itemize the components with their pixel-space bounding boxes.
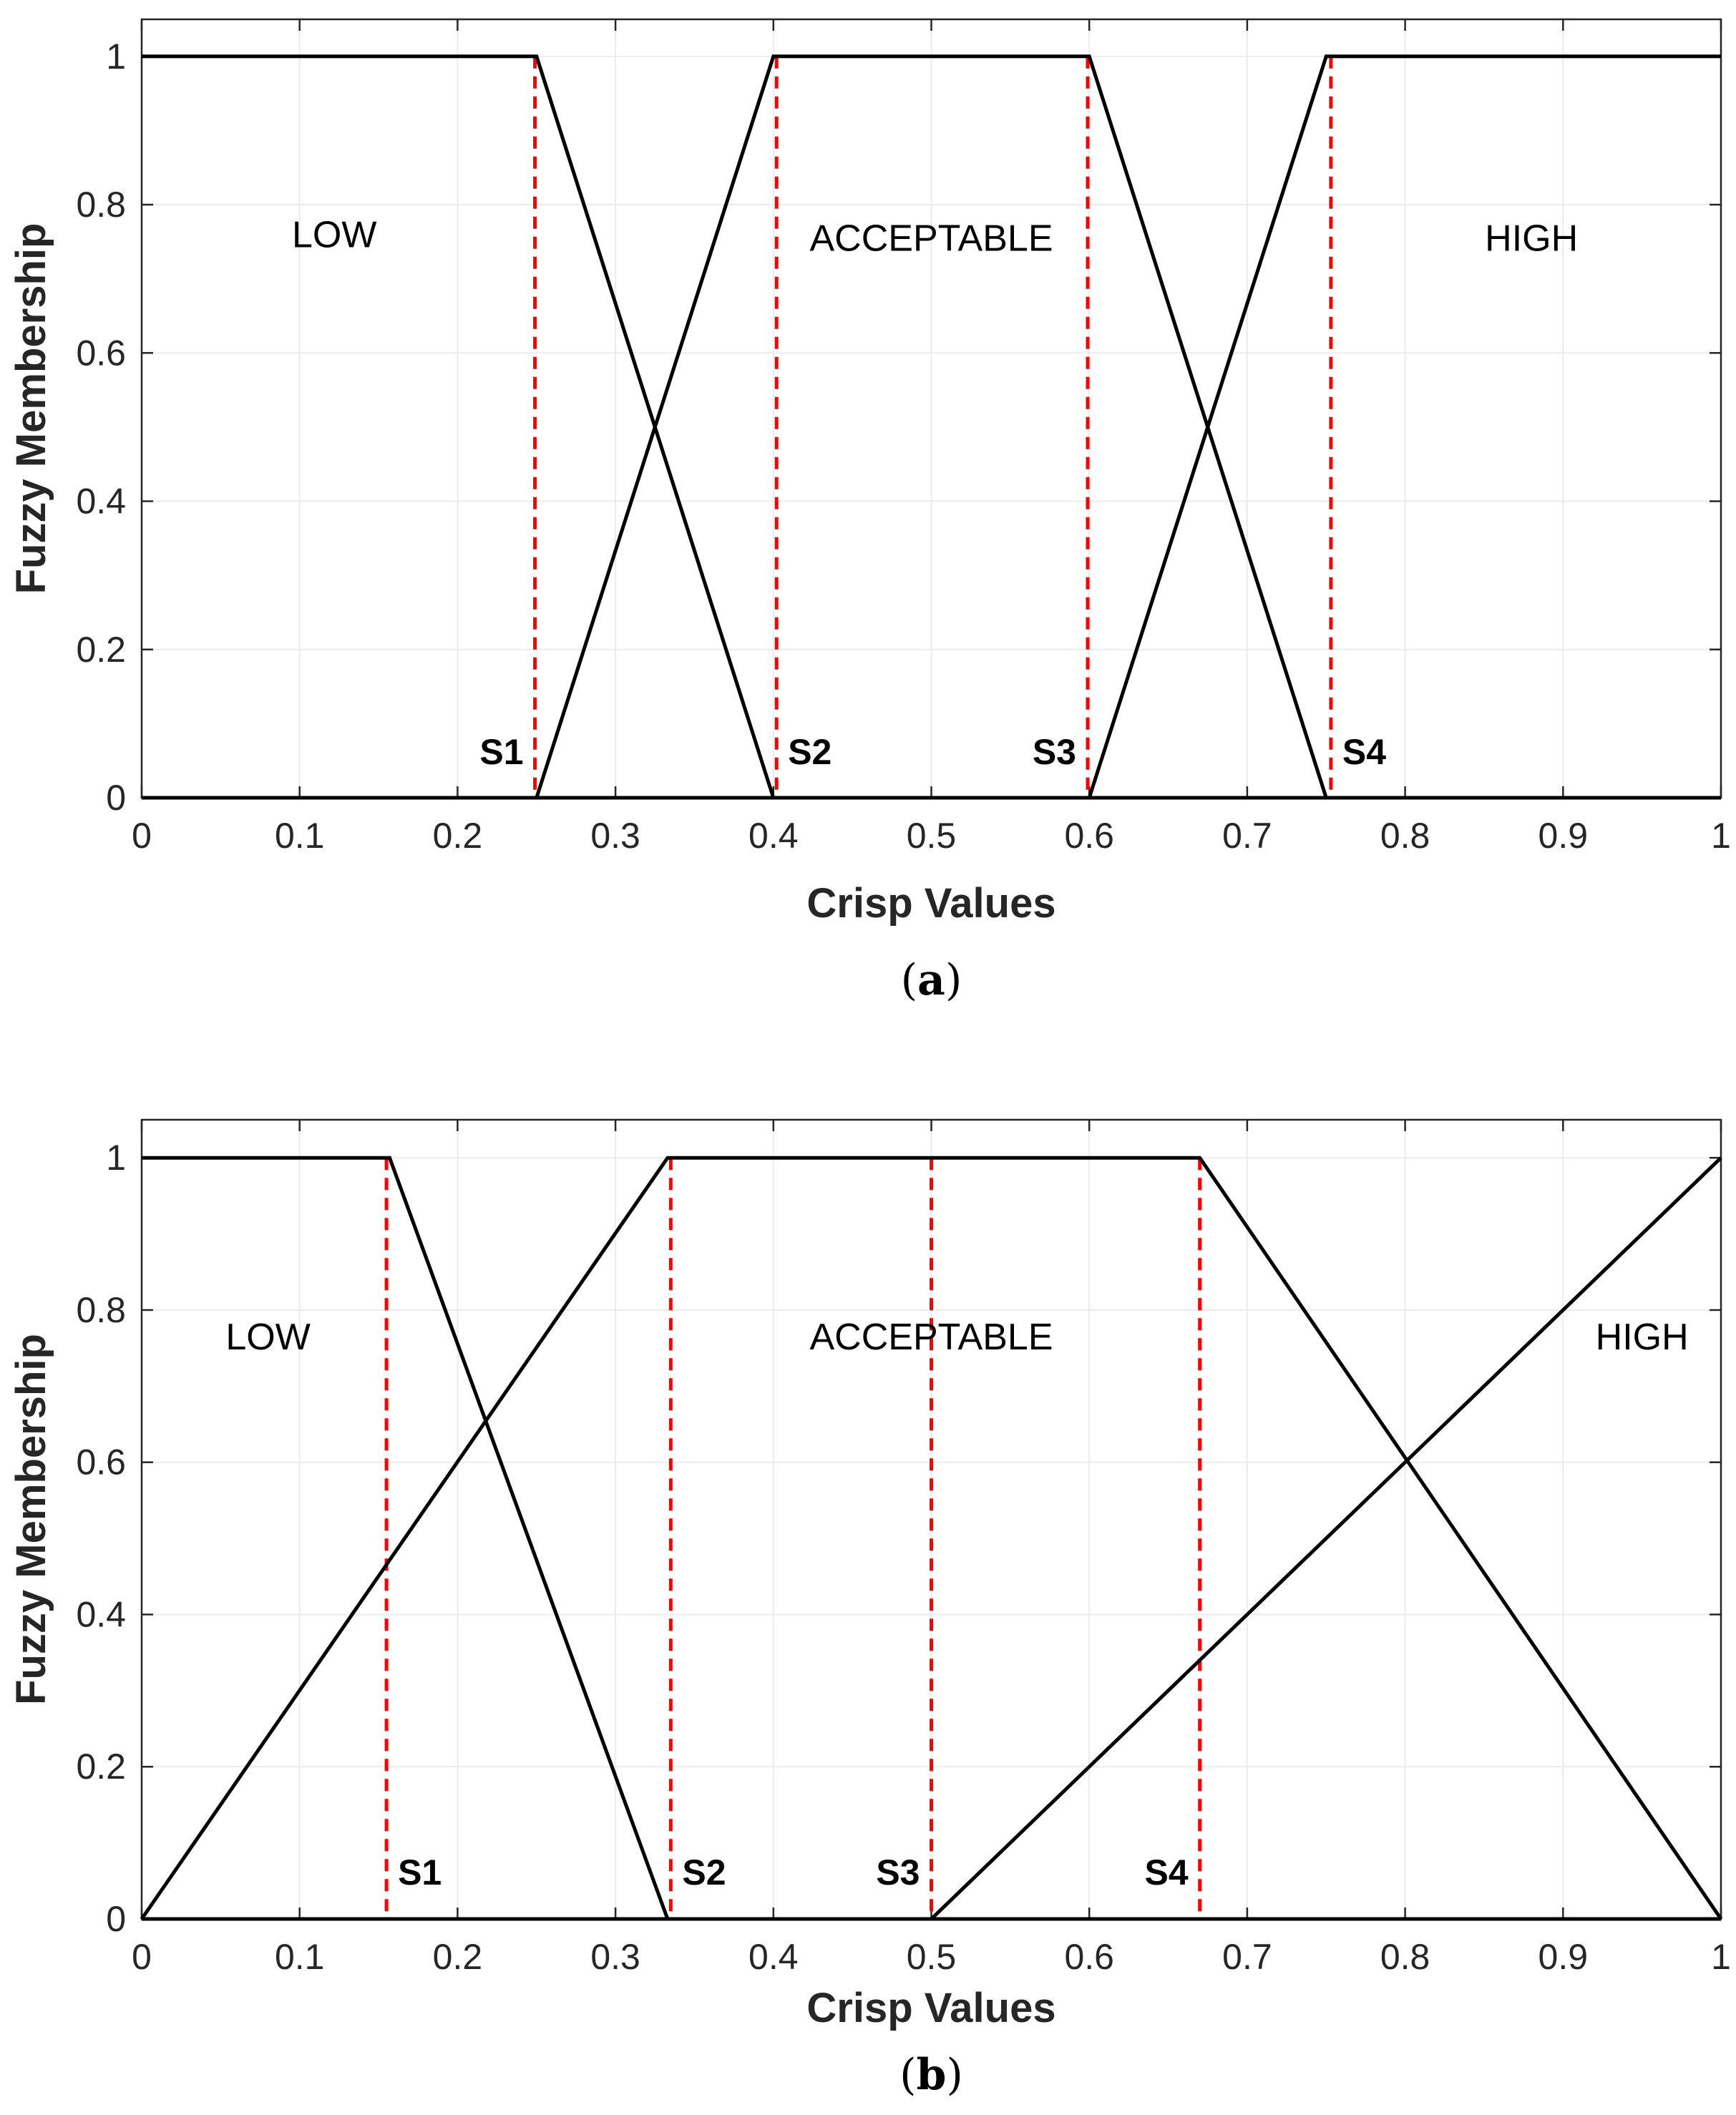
x-tick-label: 0.2 [433, 1937, 483, 1977]
x-tick-label: 0.7 [1222, 816, 1272, 856]
x-tick-label: 0.6 [1064, 816, 1114, 856]
x-tick-label: 0.3 [590, 816, 640, 856]
y-tick-label: 0.8 [76, 185, 126, 225]
x-tick-label: 0.3 [590, 1937, 640, 1977]
y-tick-label: 0 [106, 1899, 126, 1939]
x-axis-label: Crisp Values [806, 880, 1055, 927]
region-label-low: LOW [225, 1317, 310, 1358]
x-tick-label: 0.2 [433, 816, 483, 856]
x-tick-label: 0.4 [748, 1937, 799, 1977]
region-label-low: LOW [292, 214, 376, 255]
split-label-s4: S4 [1342, 732, 1386, 772]
y-tick-label: 1 [106, 1138, 126, 1178]
x-tick-label: 0.8 [1380, 1937, 1430, 1977]
y-tick-label: 0.2 [76, 1747, 126, 1787]
chart-panel-a: 0 0.1 0.2 0.3 0.4 0.5 0.6 0.7 0.8 0.9 1 0 0.2 0.4 0.6 0… [8, 18, 1731, 1005]
y-axis-label: Fuzzy Membership [8, 1334, 54, 1705]
series-low [142, 1156, 1721, 1921]
series-acceptable [140, 1156, 1723, 1920]
y-axis-label: Fuzzy Membership [8, 223, 54, 595]
split-label-s1: S1 [398, 1852, 442, 1892]
x-tick-label: 0.1 [275, 816, 325, 856]
split-label-s2: S2 [788, 732, 832, 772]
split-label-s3: S3 [876, 1852, 920, 1892]
x-tick-label: 0 [132, 816, 152, 856]
x-tick-label: 0.5 [907, 816, 957, 856]
split-label-s1: S1 [479, 732, 523, 772]
y-tick-label: 0.6 [76, 333, 126, 373]
panel-caption: (b) [899, 2050, 963, 2100]
series-high [142, 1156, 1722, 1921]
x-tick-label: 0 [132, 1937, 152, 1977]
x-tick-label: 0.5 [907, 1937, 957, 1977]
x-tick-label: 1 [1711, 1937, 1731, 1977]
y-tick-label: 0.8 [76, 1290, 126, 1330]
panel-caption: (a) [901, 955, 962, 1005]
x-tick-label: 0.8 [1380, 816, 1430, 856]
x-tick-label: 0.4 [748, 816, 799, 856]
x-tick-label: 0.6 [1064, 1937, 1114, 1977]
y-tick-label: 0 [106, 778, 126, 818]
region-label-acceptable: ACCEPTABLE [809, 218, 1053, 260]
region-label-high: HIGH [1485, 218, 1578, 260]
split-label-s3: S3 [1033, 732, 1076, 772]
x-tick-label: 0.7 [1222, 1937, 1272, 1977]
series-high [142, 54, 1721, 800]
x-tick-label: 0.1 [275, 1937, 325, 1977]
x-tick-label: 1 [1711, 816, 1731, 856]
y-tick-label: 0.4 [76, 1594, 126, 1634]
split-label-s2: S2 [682, 1852, 726, 1892]
region-label-high: HIGH [1596, 1317, 1689, 1358]
x-axis-label: Crisp Values [806, 1985, 1055, 2031]
y-tick-label: 1 [106, 36, 126, 77]
x-tick-label: 0.9 [1538, 816, 1589, 856]
region-label-acceptable: ACCEPTABLE [809, 1317, 1053, 1358]
y-tick-label: 0.2 [76, 630, 126, 670]
chart-panel-b: 0 0.1 0.2 0.3 0.4 0.5 0.6 0.7 0.8 0.9 1 0 0.2 0.4 0.6 0… [8, 1118, 1731, 2100]
y-tick-label: 0.6 [76, 1442, 126, 1483]
x-tick-label: 0.9 [1538, 1937, 1589, 1977]
split-label-s4: S4 [1145, 1852, 1189, 1892]
y-tick-label: 0.4 [76, 482, 126, 522]
